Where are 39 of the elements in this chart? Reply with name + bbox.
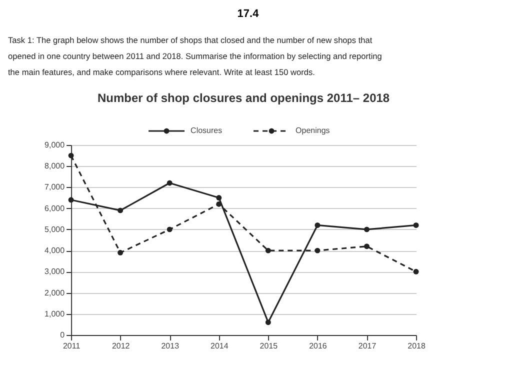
point: [314, 248, 320, 254]
x-tick-label: 2017: [358, 342, 377, 350]
x-tick-label: 2015: [260, 342, 278, 350]
y-tick-label: 9,000: [44, 140, 66, 150]
y-tick-label: 2,000: [44, 288, 66, 298]
y-tick-label: 8,000: [44, 162, 66, 171]
text: 17.4: [237, 8, 260, 20]
chart-title: Number of shop closures and openings 2011– 2018: [97, 91, 390, 105]
point: [68, 197, 74, 203]
point: [216, 201, 222, 207]
y-tick-label: 5,000: [44, 224, 66, 234]
x-tick-label: 2013: [161, 342, 180, 350]
point: [314, 222, 320, 228]
point: [364, 226, 370, 232]
point: [216, 195, 222, 201]
point: [413, 222, 419, 228]
y-tick-label: 1,000: [44, 309, 66, 318]
x-tick-label: 2016: [309, 342, 328, 350]
y-tick-label: 3,000: [44, 267, 66, 276]
point: [364, 244, 370, 250]
legend-label: Openings: [296, 126, 330, 135]
point: [68, 152, 74, 158]
y-tick-label: 4,000: [44, 246, 66, 256]
x-tick-label: 2011: [62, 342, 81, 350]
legend-label: Closures: [190, 126, 222, 135]
y-tick-label: 0: [60, 330, 66, 340]
y-tick-label: 6,000: [44, 204, 66, 213]
x-tick-label: 2018: [408, 342, 426, 350]
text: Task 1: The graph below shows the number of shops that closed and the number of new shops that opened in one country between 2011 and 2018. Summarise the information by selecting and reporting the main features, and make comparisons where relevant. Write at least 150 words.: [8, 35, 382, 77]
point: [265, 248, 271, 254]
point: [166, 180, 172, 186]
point: [265, 320, 271, 326]
x-tick-label: 2014: [210, 342, 229, 350]
y-tick-label: 7,000: [44, 182, 66, 192]
x-tick-label: 2012: [112, 342, 130, 350]
point: [166, 226, 172, 232]
point: [118, 208, 124, 214]
point: [413, 268, 419, 274]
point: [118, 250, 124, 256]
